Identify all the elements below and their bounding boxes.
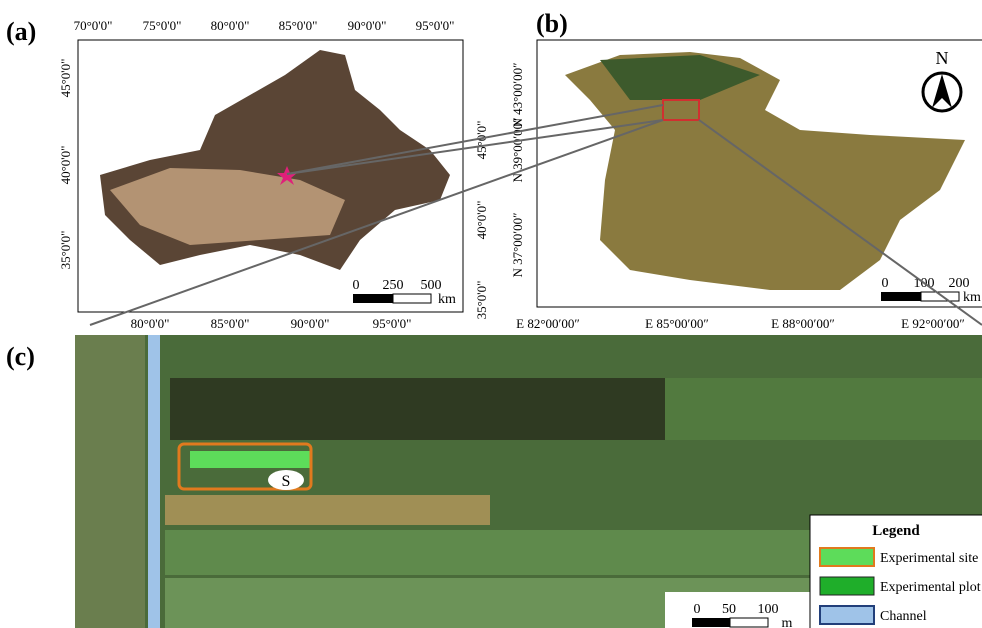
figure: (a) 70°0'0" 75°0'0" 80°0'0" 85°0'0" 90°0… xyxy=(0,0,982,628)
legend-label: Experimental plot xyxy=(880,580,981,595)
scale-label: m xyxy=(782,616,793,628)
scale-label: 0 xyxy=(694,602,701,617)
field xyxy=(170,378,665,440)
tick-label: 90°0'0" xyxy=(348,18,387,33)
field xyxy=(75,335,145,628)
scale-label: km xyxy=(963,290,981,305)
tick-label: E 85°00′00″ xyxy=(645,316,709,331)
tick-label: 80°0'0" xyxy=(131,316,170,331)
tick-label: 70°0'0" xyxy=(74,18,113,33)
field xyxy=(665,378,982,440)
site-label: S xyxy=(282,473,291,490)
legend-swatch xyxy=(820,577,874,595)
tick-label: 85°0'0" xyxy=(279,18,318,33)
scale-label: 200 xyxy=(949,276,970,291)
legend-swatch xyxy=(820,548,874,566)
scale-label: km xyxy=(438,292,456,307)
tick-label: 90°0'0" xyxy=(291,316,330,331)
scale-label: 0 xyxy=(353,278,360,293)
channel xyxy=(148,335,160,628)
tick-label: 35°0'0" xyxy=(58,231,73,270)
tick-label: E 88°00′00″ xyxy=(771,316,835,331)
north-label: N xyxy=(936,48,949,68)
tick-label: 40°0'0" xyxy=(58,146,73,185)
tick-label: E 82°00′00″ xyxy=(516,316,580,331)
tick-label: 95°0'0" xyxy=(373,316,412,331)
scale-bar xyxy=(692,618,730,627)
field xyxy=(165,495,490,525)
panel-label: (c) xyxy=(6,342,35,371)
scale-label: 500 xyxy=(421,278,442,293)
scale-label: 50 xyxy=(722,602,736,617)
scale-label: 0 xyxy=(882,276,889,291)
tick-label: N 37°00′00″ xyxy=(510,212,525,277)
panel-label: (b) xyxy=(536,9,568,38)
tick-label: 80°0'0" xyxy=(211,18,250,33)
legend-label: Experimental site xyxy=(880,551,978,566)
legend-title: Legend xyxy=(872,523,920,539)
scale-bar xyxy=(730,618,768,627)
tick-label: 85°0'0" xyxy=(211,316,250,331)
tick-label: 40°0'0" xyxy=(474,201,489,240)
tick-label: 95°0'0" xyxy=(416,18,455,33)
scale-bar xyxy=(881,292,921,301)
panel-label: (a) xyxy=(6,17,36,46)
scale-label: 100 xyxy=(758,602,779,617)
experimental-plot xyxy=(190,451,310,468)
scale-bar xyxy=(393,294,431,303)
legend-label: Channel xyxy=(880,609,927,624)
scale-label: 250 xyxy=(383,278,404,293)
tick-label: 35°0'0" xyxy=(474,281,489,320)
tick-label: 75°0'0" xyxy=(143,18,182,33)
legend-swatch xyxy=(820,606,874,624)
scale-bar xyxy=(353,294,393,303)
tick-label: 45°0'0" xyxy=(58,59,73,98)
tick-label: E 92°00′00″ xyxy=(901,316,965,331)
